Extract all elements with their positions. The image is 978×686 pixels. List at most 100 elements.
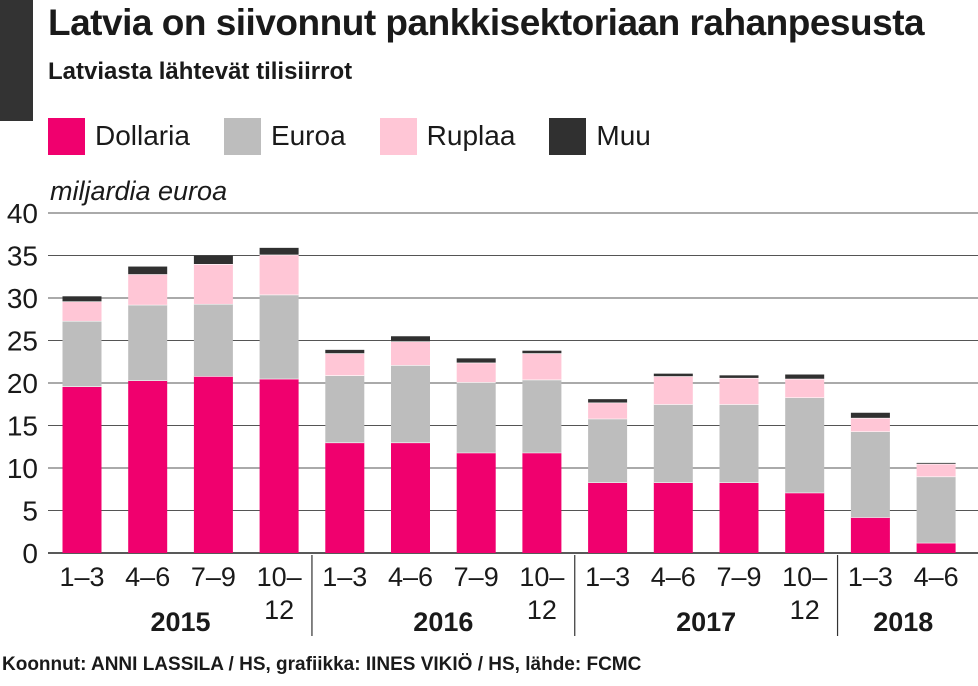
x-tick-label-8-line-1: 10– [519,562,564,592]
x-tick-label-10: 4–6 [651,562,696,592]
year-label-2015: 2015 [151,607,211,637]
x-tick-label-13: 1–3 [848,562,893,592]
bar-dollaria-13 [850,517,890,553]
bar-euroa-3 [193,303,233,377]
bar-ruplaa-8 [522,353,562,380]
bar-muu-2 [128,266,168,275]
x-tick-label-12-line-1: 10– [782,562,827,592]
x-tick-label-12-line-2: 12 [790,595,820,625]
y-tick-label-40: 40 [7,198,38,229]
x-tick-label-2: 4–6 [125,562,170,592]
legend-swatch-dollaria [48,117,85,155]
y-tick-label-20: 20 [7,368,38,399]
legend-item-ruplaa: Ruplaa [379,117,516,155]
bar-euroa-7 [456,382,496,453]
chart-subtitle: Latviasta lähtevät tilisiirrot [48,58,353,85]
legend: Dollaria Euroa Ruplaa Muu [48,114,685,158]
x-tick-label-6: 4–6 [388,562,433,592]
bar-muu-7 [456,358,496,363]
bar-muu-3 [193,255,233,264]
bar-muu-8 [522,350,562,354]
bar-ruplaa-11 [719,377,759,405]
bar-euroa-8 [522,379,562,453]
bar-dollaria-2 [128,380,168,553]
bar-euroa-14 [916,476,956,543]
bar-dollaria-9 [588,482,628,553]
bar-dollaria-3 [193,376,233,553]
legend-label-ruplaa: Ruplaa [426,120,516,151]
bar-ruplaa-12 [785,378,825,398]
bar-dollaria-8 [522,452,562,553]
legend-swatch-muu [549,117,587,155]
bar-muu-14 [916,462,956,464]
legend-label-muu: Muu [596,120,651,151]
bar-muu-4 [259,247,299,255]
bar-euroa-1 [62,320,102,387]
legend-swatch-ruplaa [379,117,417,155]
bar-euroa-4 [259,294,299,379]
y-tick-label-15: 15 [7,411,38,442]
bar-ruplaa-1 [62,301,102,321]
chart-title: Latvia on siivonnut pankkisektoriaan rah… [48,2,925,43]
bar-ruplaa-4 [259,254,299,295]
x-tick-label-11: 7–9 [716,562,761,592]
bar-muu-5 [325,349,365,354]
bar-dollaria-7 [456,452,496,553]
x-tick-label-3: 7–9 [191,562,236,592]
bar-ruplaa-13 [850,417,890,432]
bar-muu-6 [391,336,430,342]
bar-ruplaa-5 [325,353,365,376]
y-tick-label-0: 0 [22,538,38,569]
bar-euroa-10 [653,404,693,483]
bar-dollaria-12 [785,492,825,553]
bar-euroa-11 [719,404,759,483]
x-tick-label-4-line-2: 12 [264,595,294,625]
x-tick-label-9: 1–3 [585,562,630,592]
x-tick-label-8-line-2: 12 [527,595,557,625]
bar-ruplaa-2 [128,274,168,305]
year-label-2018: 2018 [873,607,933,637]
y-tick-label-25: 25 [7,326,38,357]
bar-ruplaa-3 [193,264,233,304]
bar-dollaria-4 [259,378,299,553]
y-tick-label-5: 5 [22,496,38,527]
bar-dollaria-11 [719,482,759,553]
y-tick-label-35: 35 [7,241,38,272]
legend-label-dollaria: Dollaria [95,120,190,151]
bar-muu-10 [653,373,693,377]
legend-item-euroa: Euroa [223,117,346,155]
bar-muu-12 [785,374,825,379]
bar-ruplaa-6 [391,341,430,366]
x-tick-label-7: 7–9 [454,562,499,592]
bar-ruplaa-7 [456,362,496,383]
title-accent-bar [0,0,33,121]
year-label-2016: 2016 [413,607,473,637]
y-axis-unit-label: miljardia euroa [50,176,228,206]
bar-dollaria-1 [62,386,102,553]
bar-euroa-13 [850,431,890,518]
x-tick-label-4-line-1: 10– [257,562,302,592]
bar-euroa-9 [588,418,628,483]
legend-item-muu: Muu [549,117,651,155]
bar-euroa-12 [785,397,825,493]
legend-swatch-euroa [223,117,261,155]
bar-muu-1 [62,296,102,302]
source-credit: Koonnut: ANNI LASSILA / HS, grafiikka: I… [2,654,642,675]
bar-euroa-5 [325,375,365,443]
legend-label-euroa: Euroa [270,120,346,151]
bar-ruplaa-14 [916,463,956,477]
x-tick-label-1: 1–3 [59,562,104,592]
bar-dollaria-14 [916,542,956,553]
legend-item-dollaria: Dollaria [48,117,190,155]
bar-muu-11 [719,375,759,378]
y-tick-label-10: 10 [7,453,38,484]
x-tick-label-5: 1–3 [322,562,367,592]
y-tick-label-30: 30 [7,283,38,314]
bar-dollaria-10 [653,482,693,553]
bar-ruplaa-10 [653,376,693,405]
bar-dollaria-5 [325,442,365,553]
bar-euroa-6 [391,365,430,443]
bar-dollaria-6 [391,442,430,553]
year-label-2017: 2017 [676,607,736,637]
